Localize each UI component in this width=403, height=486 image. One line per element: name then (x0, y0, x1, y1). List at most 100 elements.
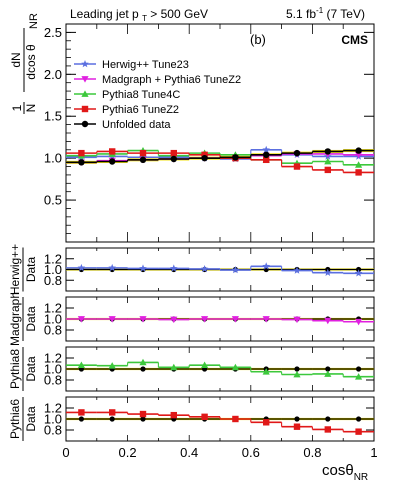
ratio-2-point (108, 316, 116, 323)
ratio-ylabel-top: Pythia6 (8, 399, 22, 439)
ratio-3-point (231, 363, 239, 371)
main-4-point (109, 158, 116, 165)
header-left: Leading jet p T > 500 GeV (70, 7, 208, 23)
header-energy: (7 TeV) (323, 7, 365, 21)
ratio-ylabel-top: Pythia8 (8, 349, 22, 389)
ratio-ytick-label: 1.0 (44, 262, 62, 277)
ratio-ytick-label: 1.2 (44, 351, 62, 366)
legend-label: Unfolded data (102, 119, 171, 131)
ratio-data-point (356, 366, 362, 372)
ratio-3-point (170, 363, 178, 371)
ratio-ytick-label: 1.0 (44, 362, 62, 377)
ratio-data-point (140, 416, 146, 422)
ratio-ylabel: Pythia6 Data (8, 397, 38, 441)
legend-label: Herwig++ Tune23 (102, 59, 189, 71)
main-panel: 0.5 1.0 1.5 2.0 2.5 Herwig++ Tune23 Madgraph +… (44, 23, 375, 243)
ratio-1-point (231, 266, 240, 274)
ratio-ytick-label: 1.0 (44, 412, 62, 427)
ratio-3-point (139, 358, 147, 366)
ratio-3-point (355, 373, 363, 380)
ratio-ylabel-bottom: Data (24, 257, 38, 283)
legend-label: Pythia6 TuneZ2 (102, 104, 179, 116)
ratio-data-point (294, 366, 300, 372)
main-3-point (109, 148, 116, 155)
xtick-label: 0 (62, 445, 69, 460)
main-4-point (232, 154, 239, 161)
xtick-label: 1 (370, 445, 377, 460)
ratio-3-point (77, 361, 85, 369)
ratio-data-point (325, 416, 331, 422)
main-4-point (170, 155, 177, 163)
ratio-ytick-label: 1.0 (44, 312, 62, 327)
main-ylabel: 1 NdN dcos θ NR (9, 13, 40, 114)
legend-marker (81, 76, 89, 83)
header-left-cut: > 500 GeV (147, 7, 208, 21)
ratio-data-point (78, 416, 84, 422)
main-4-point (293, 149, 301, 157)
ratio-4-point (324, 426, 331, 433)
ratio-2-point (231, 316, 239, 323)
main-4-point (355, 147, 362, 154)
ylabel-dcos: dcos θ (24, 44, 38, 80)
ratio-3-point (293, 370, 301, 378)
main-ytick-label: 0.5 (44, 193, 62, 208)
ratio-ytick-label: 0.8 (44, 423, 62, 438)
ratio-panel-3: 0.81.01.2 Pythia8 Data (8, 346, 375, 392)
panel-tag: (b) (250, 32, 266, 47)
ratio-1-point (262, 262, 270, 270)
chart-root: 0.5 1.0 1.5 2.0 2.5 Herwig++ Tune23 Madgraph +… (8, 6, 378, 483)
main-3-series (66, 148, 374, 176)
ratio-data-point (140, 366, 146, 372)
ratio-4-point (201, 413, 208, 420)
ratio-2-point (262, 316, 270, 323)
ratio-data-point (109, 416, 115, 422)
ratio-4-point (139, 410, 147, 418)
ratio-ylabel: Madgraph Data (8, 292, 38, 346)
ratio-4-point (78, 409, 85, 416)
ratio-1-point (354, 269, 363, 277)
main-0-point (262, 145, 270, 154)
ratio-4-point (109, 409, 116, 416)
ratio-2-point (355, 318, 363, 326)
ratio-ylabel-top: Herwig++ (8, 244, 22, 295)
cms-label: CMS (341, 33, 368, 47)
ratio-3-series (66, 358, 374, 380)
ratio-1-point (139, 264, 147, 272)
main-3-point (201, 151, 208, 158)
ratio-1-point (293, 266, 301, 274)
ratio-ytick-label: 1.2 (44, 401, 62, 416)
ratio-1-point (200, 264, 209, 273)
ratio-2-point (201, 316, 209, 323)
ylabel-dcos-sub: NR (28, 13, 40, 29)
main-3-point (78, 149, 85, 157)
legend-marker (81, 60, 89, 68)
header-lumi-sup: -1 (316, 6, 324, 15)
ratio-ylabel: Pythia8 Data (8, 347, 38, 391)
ylabel-dn: dN (9, 52, 23, 67)
ratio-ytick-label: 0.8 (44, 323, 62, 338)
ratio-1-point (170, 264, 178, 272)
ratio-1-point (324, 268, 332, 276)
ratio-3-point (262, 368, 270, 375)
main-3-point (139, 149, 147, 157)
main-3-point (324, 166, 331, 174)
main-ytick-label: 1.0 (44, 151, 62, 166)
main-4-series (66, 147, 374, 166)
main-4-point (78, 159, 85, 166)
legend: Herwig++ Tune23 Madgraph + Pythia6 TuneZ2… (74, 59, 241, 131)
ratio-ylabel-bottom: Data (24, 306, 38, 332)
ratio-4-series (66, 409, 374, 435)
ratio-1-point (108, 263, 116, 272)
ratio-data-point (325, 366, 331, 372)
xtick-label: 0.4 (180, 445, 198, 460)
main-3-point (170, 149, 177, 157)
main-3-point (355, 169, 362, 176)
ratio-ylabel-top: Madgraph (8, 292, 22, 346)
ratio-4-point (170, 411, 177, 419)
header-lumi: 5.1 fb-1 (7 TeV) (286, 6, 365, 21)
ratio-ylabel-bottom: Data (24, 406, 38, 432)
ratio-panel-4: 0.81.01.2 Pythia6 Data (8, 396, 375, 442)
ratio-4-point (355, 428, 362, 435)
main-ytick-label: 2.5 (44, 25, 62, 40)
ratio-ytick-label: 0.8 (44, 373, 62, 388)
